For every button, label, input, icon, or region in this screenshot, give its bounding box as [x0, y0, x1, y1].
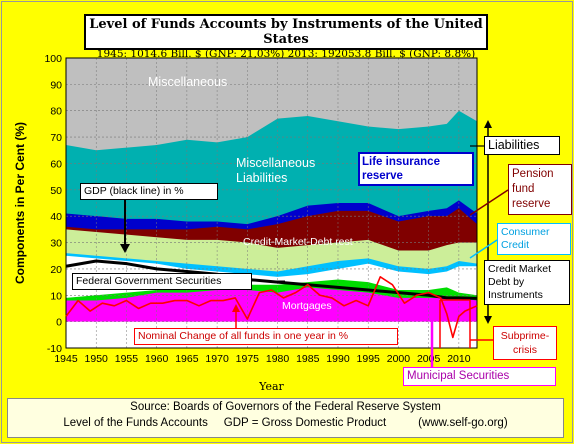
x-axis-ticks: 1945 1950 1955 1960 1965 1970 1975 1980 1985 1990… — [54, 353, 470, 365]
label-pension-fund: Pension fund reserve — [508, 164, 572, 215]
y-tick-label: -10 — [47, 343, 62, 355]
chart-title-box: Level of Funds Accounts by Instruments o… — [84, 14, 488, 60]
consumer-leader — [469, 239, 498, 259]
x-tick-label: 1965 — [175, 353, 199, 365]
x-tick-label: 2010 — [447, 353, 471, 365]
x-tick-label: 1975 — [236, 353, 260, 365]
label-life-insurance: Life insurance reserve — [358, 152, 474, 186]
label-federal-gov: Federal Government Securities — [72, 273, 252, 290]
label-nominal-change: Nominal Change of all funds in one year … — [134, 328, 398, 345]
gridlines — [65, 57, 478, 349]
label-municipal-securities: Municipal Securities — [403, 367, 556, 386]
y-tick-label: 80 — [50, 106, 62, 118]
label-gdp: GDP (black line) in % — [80, 183, 218, 200]
label-misc-liabilities: Miscellaneous Liabilities — [236, 156, 316, 185]
y-axis-ticks: -10 0 10 20 30 40 50 60 70 80 90 100 — [44, 53, 62, 355]
nominal-change-line — [65, 276, 478, 339]
nominal-arrow-head — [232, 304, 240, 312]
chart-subtitle: 1945: 1014.6 Bill. $ (GNP: 21,03%) 2013:… — [96, 48, 476, 60]
label-credit-market-debt: Credit Market Debt by Instruments — [484, 260, 570, 305]
x-tick-label: 1990 — [326, 353, 350, 365]
x-axis-label: Year — [258, 380, 284, 393]
y-tick-label: 0 — [56, 317, 62, 329]
pension-leader — [469, 189, 509, 216]
gdp-arrow-head — [120, 244, 130, 253]
x-tick-label: 1985 — [296, 353, 320, 365]
arrow-head-down — [484, 316, 492, 324]
arrow-head-up — [484, 120, 492, 128]
y-tick-label: 100 — [44, 53, 62, 65]
y-tick-label: 50 — [50, 185, 62, 197]
stacked-areas — [66, 58, 477, 349]
x-tick-label: 1980 — [266, 353, 290, 365]
label-consumer-credit: Consumer Credit — [497, 223, 571, 255]
x-tick-label: 1970 — [205, 353, 229, 365]
x-tick-label: 1950 — [85, 353, 109, 365]
y-tick-label: 20 — [50, 264, 62, 276]
label-credit-market-rest: Credit-Market-Debt rest — [243, 236, 353, 248]
y-tick-label: 10 — [50, 290, 62, 302]
label-subprime-crisis: Subprime-crisis — [493, 326, 557, 360]
label-mortgages: Mortgages — [282, 300, 332, 312]
y-axis-label: Components in Per Cent (%) — [13, 122, 27, 284]
source-box: Source: Boards of Governors of the Feder… — [7, 398, 564, 438]
y-tick-label: 30 — [50, 238, 62, 250]
x-tick-label: 1960 — [145, 353, 169, 365]
x-tick-label: 1995 — [357, 353, 381, 365]
y-tick-label: 40 — [50, 211, 62, 223]
source-line-1: Source: Boards of Governors of the Feder… — [130, 401, 441, 413]
label-miscellaneous: Miscellaneous — [148, 75, 228, 89]
y-tick-label: 90 — [50, 79, 62, 91]
plot-border — [65, 57, 478, 349]
x-tick-label: 2005 — [417, 353, 441, 365]
y-tick-label: 70 — [50, 132, 62, 144]
side-arrows — [120, 120, 509, 367]
series-lines — [65, 259, 478, 339]
x-tick-label: 1955 — [115, 353, 139, 365]
label-liabilities: Liabilities — [484, 136, 560, 155]
x-tick-label: 1945 — [54, 353, 78, 365]
x-tick-label: 2000 — [387, 353, 411, 365]
chart-title: Level of Funds Accounts by Instruments o… — [89, 17, 483, 47]
y-tick-label: 60 — [50, 158, 62, 170]
source-line-2: Level of the Funds Accounts GDP = Gross … — [63, 417, 508, 429]
